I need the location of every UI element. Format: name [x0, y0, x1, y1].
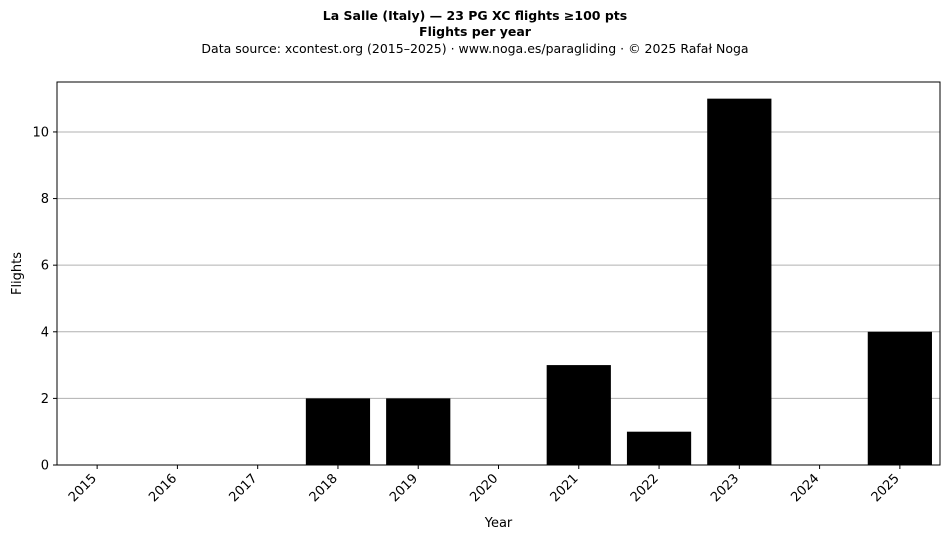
bar-2023 — [707, 98, 772, 466]
chart-source-note: Data source: xcontest.org (2015–2025) · … — [201, 41, 749, 56]
bar-2022 — [626, 431, 692, 465]
chart-titles: La Salle (Italy) — 23 PG XC flights ≥100… — [0, 8, 950, 58]
bars — [305, 98, 932, 466]
bar-2025 — [867, 331, 932, 465]
bar-2021 — [546, 365, 611, 465]
x-tick-label: 2025 — [869, 471, 903, 505]
x-axis-label: Year — [484, 516, 513, 531]
x-tick-label: 2019 — [387, 471, 421, 505]
x-tick-label: 2018 — [307, 471, 341, 505]
x-tick-label: 2020 — [467, 471, 501, 505]
bar-2018 — [305, 398, 371, 465]
y-tick-label: 6 — [41, 259, 49, 274]
x-axis: 2015 2016 2017 2018 2019 2020 2021 2022 2023 2024… — [66, 465, 903, 505]
x-tick-label: 2021 — [548, 471, 582, 505]
x-tick-label: 2023 — [708, 471, 742, 505]
bar-2019 — [386, 398, 451, 465]
x-tick-label: 2015 — [66, 471, 100, 505]
y-tick-label: 8 — [41, 192, 49, 207]
x-tick-label: 2022 — [628, 471, 662, 505]
y-tick-label: 10 — [32, 125, 49, 140]
x-tick-label: 2024 — [788, 471, 822, 505]
chart-title: La Salle (Italy) — 23 PG XC flights ≥100… — [322, 8, 628, 23]
y-tick-label: 4 — [41, 325, 49, 340]
x-tick-label: 2017 — [227, 471, 261, 505]
plot-frame — [56, 81, 941, 466]
gridlines — [57, 131, 940, 399]
chart-subtitle: Flights per year — [419, 24, 531, 39]
x-tick-label: 2016 — [146, 471, 180, 505]
y-tick-label: 0 — [41, 459, 49, 474]
y-axis-label: Flights — [10, 252, 25, 295]
y-tick-label: 2 — [41, 392, 49, 407]
y-axis: 0 2 4 6 8 10 — [32, 125, 57, 474]
